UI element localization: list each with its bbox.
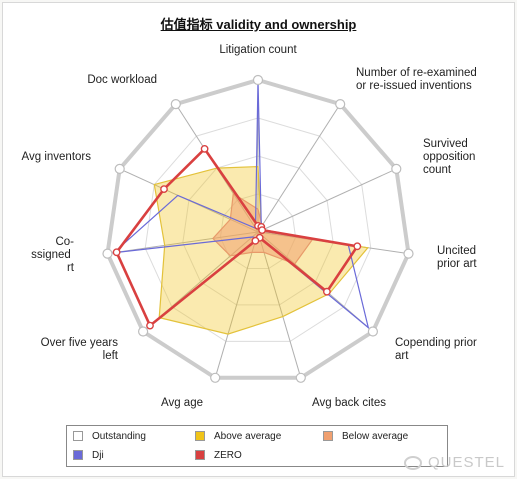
legend-swatch-above-average [195, 431, 205, 441]
outstanding-marker [138, 326, 149, 337]
legend-item-above-average: Above average [195, 428, 281, 444]
axis-label-11: Doc workload [87, 74, 157, 86]
outstanding-marker [367, 326, 378, 337]
outstanding-marker [252, 74, 264, 86]
axis-label-7: Avg age [161, 397, 203, 409]
axis-label-3: Survived opposition count [423, 138, 475, 176]
zero-marker [146, 321, 154, 330]
legend-label-below-average: Below average [342, 430, 409, 442]
outstanding-marker [170, 98, 181, 110]
outstanding-marker [335, 98, 346, 110]
legend-swatch-dji [73, 450, 83, 460]
legend-label-zero: ZERO [214, 449, 242, 461]
zero-marker [251, 236, 260, 245]
zero-marker [112, 248, 121, 257]
outstanding-marker [391, 163, 402, 174]
axis-label-9: Co-ssigned rt [31, 236, 75, 274]
watermark: QUESTEL [403, 454, 505, 471]
grid-ring-2 [182, 155, 334, 306]
spoke-7 [214, 231, 259, 378]
legend-label-dji: Dji [92, 449, 104, 461]
zero-marker [322, 287, 331, 296]
axis-label-6: Avg back cites [312, 397, 386, 409]
axis-label-1: Litigation count [219, 44, 297, 56]
grid-ring-3 [144, 117, 372, 342]
zero-marker [258, 226, 266, 235]
axis-label-4: Uncited prior art [437, 245, 477, 270]
axis-label-5: Copending prior art [395, 337, 477, 362]
axis-label-10: Avg inventors [22, 151, 92, 163]
wechat-icon [403, 455, 422, 470]
legend-item-dji: Dji [73, 447, 104, 463]
outstanding-marker [210, 372, 221, 383]
zero-marker [200, 144, 209, 153]
legend-swatch-zero [195, 450, 205, 460]
axis-label-8: Over five years left [41, 337, 119, 362]
legend-label-above-average: Above average [214, 430, 282, 442]
legend-item-zero: ZERO [195, 447, 242, 463]
axis-label-2: Number of re-examined or re-issued invent… [356, 67, 477, 92]
chart-title: 估值指标 validity and ownership [160, 17, 357, 32]
outstanding-marker [102, 248, 113, 259]
outstanding-marker [295, 372, 306, 383]
outstanding-marker [114, 163, 125, 174]
outstanding-marker [403, 248, 414, 259]
legend-label-outstanding: Outstanding [92, 430, 146, 442]
legend-item-below-average: Below average [323, 428, 408, 444]
spoke-6 [257, 231, 302, 378]
watermark-text: QUESTEL [427, 454, 505, 471]
grid-ring-1 [219, 193, 297, 269]
legend-swatch-below-average [323, 431, 333, 441]
zero-marker [353, 242, 362, 251]
legend-swatch-outstanding [73, 431, 83, 441]
series-outstanding [105, 77, 411, 380]
legend: Outstanding Above average Below average … [66, 425, 448, 467]
spoke-2 [257, 103, 341, 233]
legend-item-outstanding: Outstanding [73, 428, 146, 444]
spoke-3 [257, 168, 397, 233]
zero-marker [160, 185, 168, 194]
